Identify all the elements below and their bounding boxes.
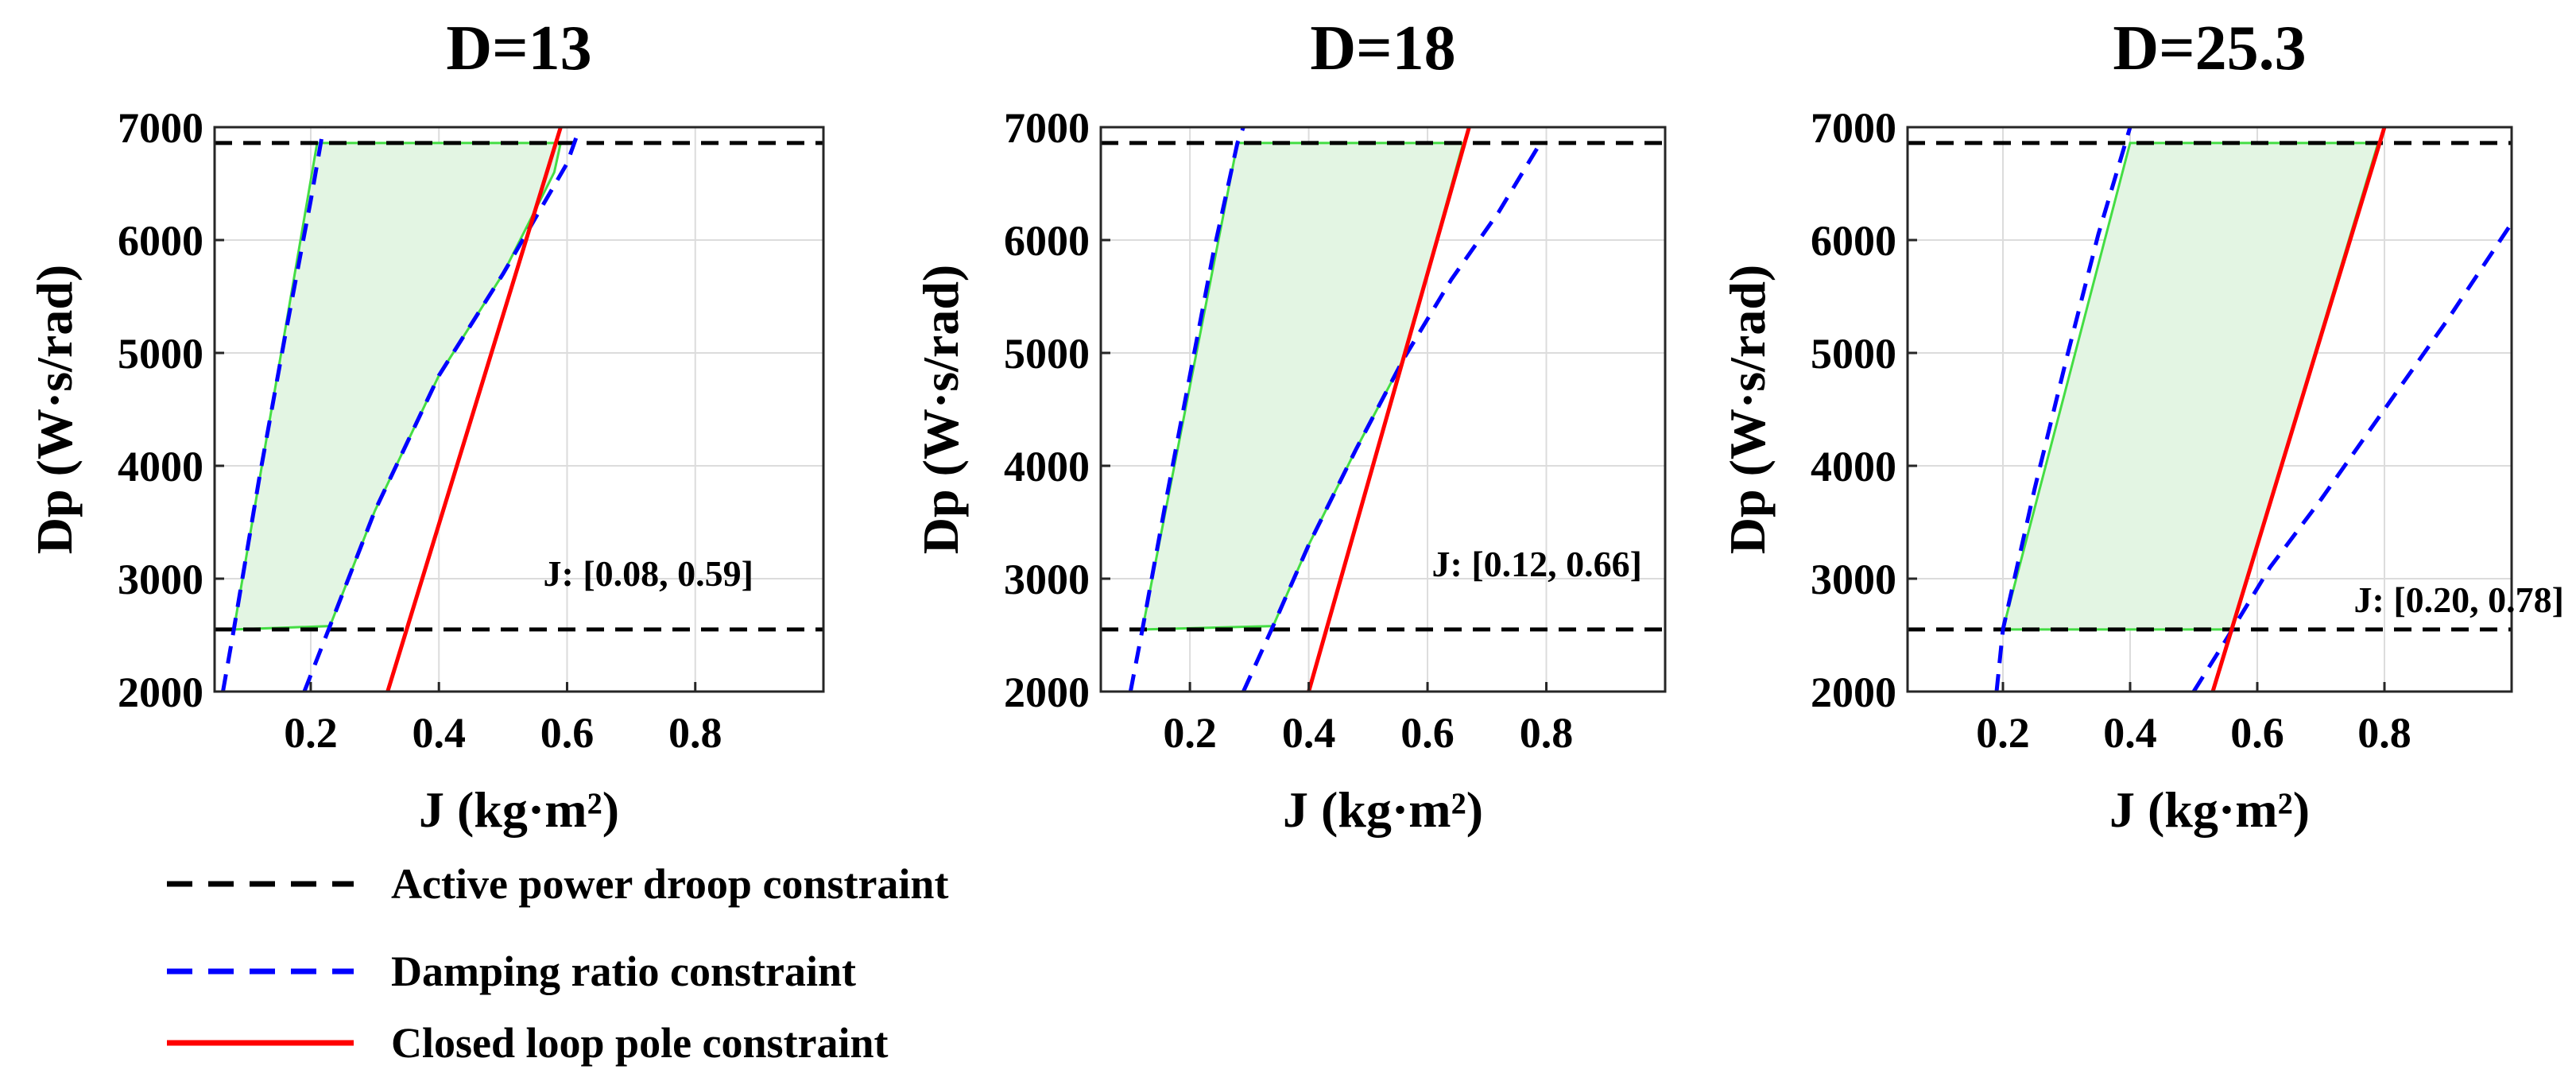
y-tick-label: 2000: [1004, 669, 1090, 716]
chart-title: D=25.3: [2113, 14, 2306, 83]
y-tick-label: 7000: [1004, 104, 1090, 152]
y-axis-label: Dp (W·s/rad): [912, 265, 969, 554]
chart-panels: 0.2 0.4 0.6 0.8 2000 3000 4000 5000 6000 7000 D=13…: [26, 14, 2564, 838]
series-line-damping-ratio-constraint-2: [1128, 127, 1245, 692]
axes-frame: [1906, 126, 2513, 693]
series-line-damping-ratio-constraint-2: [221, 127, 326, 692]
y-axis-label: Dp (W·s/rad): [1719, 265, 1776, 554]
y-tick-label: 7000: [118, 104, 203, 152]
series-line-damping-ratio-constraint-3: [2191, 222, 2512, 692]
axes-frame: [213, 126, 825, 693]
y-tick-label: 3000: [118, 556, 203, 603]
legend-label-damping: Damping ratio constraint: [391, 948, 856, 995]
x-tick-label: 0.4: [1282, 709, 1336, 757]
y-tick-label: 6000: [118, 217, 203, 265]
y-tick-label: 2000: [118, 669, 203, 716]
x-tick-label: 0.8: [2357, 709, 2411, 757]
y-tick-label: 2000: [1811, 669, 1896, 716]
legend: Active power droop constraint Damping ra…: [167, 860, 948, 1067]
series-line-damping-ratio-constraint-2: [1994, 127, 2132, 692]
x-tick-label: 0.6: [1400, 709, 1455, 757]
x-tick-label: 0.4: [2103, 709, 2157, 757]
legend-label-droop: Active power droop constraint: [391, 860, 948, 908]
series-line-closed-loop-pole-constraint-4: [1307, 127, 1471, 692]
x-tick-label: 0.2: [1163, 709, 1217, 757]
plot-content: [1101, 127, 1665, 692]
x-axis-label: J (kg·m²): [1283, 781, 1483, 838]
y-tick-label: 4000: [118, 443, 203, 490]
x-tick-label: 0.4: [412, 709, 466, 757]
y-tick-label: 6000: [1811, 217, 1896, 265]
axes-frame: [1099, 126, 1667, 693]
x-tick-label: 0.8: [1520, 709, 1574, 757]
plot-content: [215, 127, 823, 692]
chart-panel-2: 0.2 0.4 0.6 0.8 2000 3000 4000 5000 6000 7000 D=18…: [912, 14, 1667, 838]
y-tick-label: 3000: [1811, 556, 1896, 603]
series-line-closed-loop-pole-constraint-4: [385, 127, 563, 692]
plot-content: [1908, 127, 2512, 692]
y-tick-label: 5000: [1004, 330, 1090, 378]
series-line-damping-ratio-constraint-3: [1242, 141, 1543, 692]
x-tick-label: 0.8: [668, 709, 722, 757]
chart-panel-3: 0.2 0.4 0.6 0.8 2000 3000 4000 5000 6000 7000 D=25…: [1719, 14, 2564, 838]
y-tick-label: 4000: [1004, 443, 1090, 490]
range-annotation: J: [0.20, 0.78]: [2354, 579, 2564, 620]
y-tick-label: 3000: [1004, 556, 1090, 603]
chart-title: D=18: [1310, 14, 1455, 83]
series-line-damping-ratio-constraint-3: [302, 127, 582, 692]
range-annotation: J: [0.12, 0.66]: [1432, 544, 1642, 584]
series-line-closed-loop-pole-constraint-4: [2210, 127, 2387, 692]
x-tick-label: 0.6: [540, 709, 595, 757]
y-tick-label: 4000: [1811, 443, 1896, 490]
chart-panel-1: 0.2 0.4 0.6 0.8 2000 3000 4000 5000 6000 7000 D=13…: [26, 14, 825, 838]
range-annotation: J: [0.08, 0.59]: [544, 553, 753, 594]
x-axis-label: J (kg·m²): [2109, 781, 2310, 838]
chart-title: D=13: [446, 14, 591, 83]
legend-label-pole: Closed loop pole constraint: [391, 1019, 889, 1067]
x-tick-label: 0.2: [1976, 709, 2030, 757]
x-tick-label: 0.2: [284, 709, 338, 757]
y-tick-label: 5000: [1811, 330, 1896, 378]
x-tick-label: 0.6: [2230, 709, 2284, 757]
y-tick-label: 5000: [118, 330, 203, 378]
y-axis-label: Dp (W·s/rad): [26, 265, 83, 554]
x-axis-label: J (kg·m²): [419, 781, 619, 838]
y-tick-label: 6000: [1004, 217, 1090, 265]
y-tick-label: 7000: [1811, 104, 1896, 152]
